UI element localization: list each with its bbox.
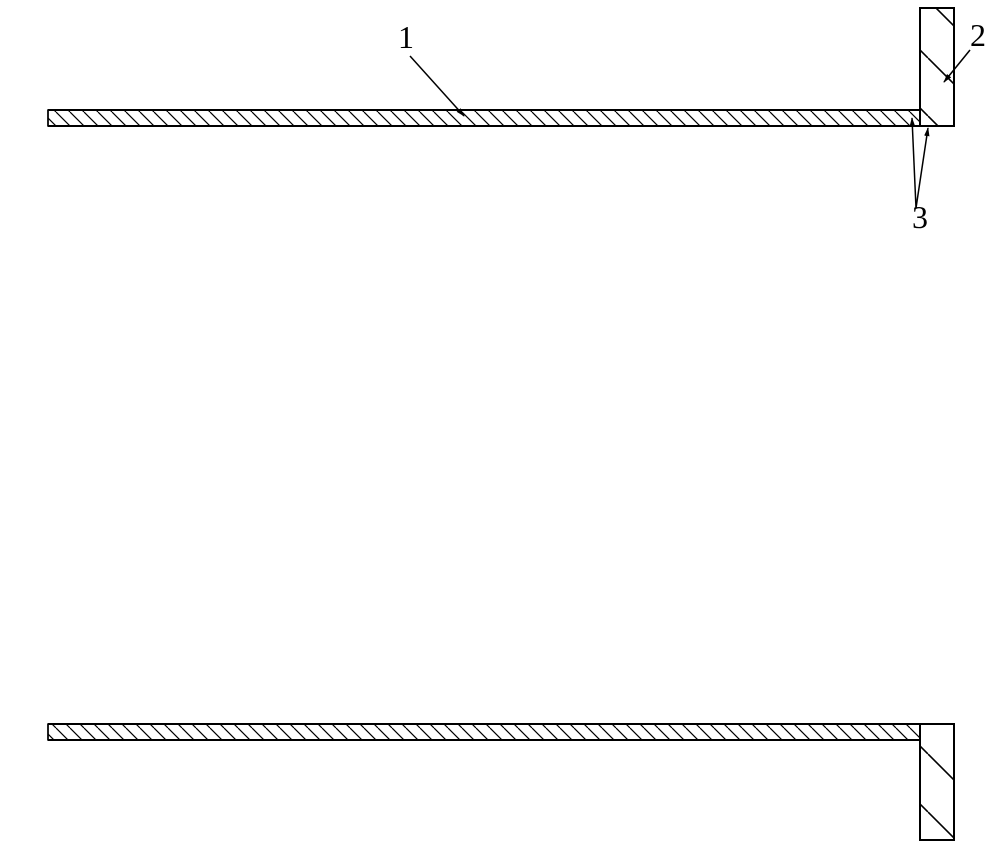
flange-bottom bbox=[920, 724, 954, 840]
callout-label-3: 3 bbox=[912, 199, 928, 235]
leader-1 bbox=[410, 56, 464, 116]
pipe-wall-top bbox=[48, 110, 920, 126]
leader-3a bbox=[916, 128, 928, 208]
pipe-wall-bottom bbox=[48, 724, 920, 740]
callout-label-2: 2 bbox=[970, 17, 986, 53]
flange-top bbox=[920, 8, 954, 126]
leader-3b bbox=[912, 118, 916, 208]
callout-label-1: 1 bbox=[398, 19, 414, 55]
